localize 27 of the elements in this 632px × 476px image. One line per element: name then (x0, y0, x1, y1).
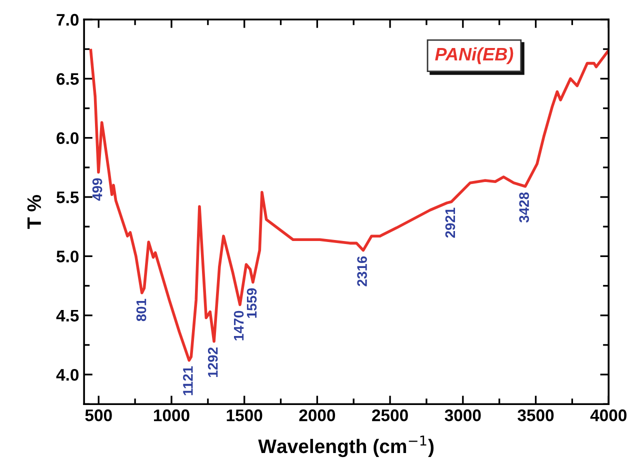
annotation: 499 (92, 178, 102, 201)
x-tick-label: 2500 (372, 409, 408, 422)
x-axis-title: Wavelength (cm$^{−1}$) (258, 436, 434, 458)
y-tick-label: 6.5 (56, 73, 79, 85)
x-tick-label: 500 (85, 409, 112, 422)
y-tick-label: 4.5 (56, 310, 79, 322)
y-tick-label: 5.5 (56, 192, 79, 204)
x-tick-label: 4000 (590, 409, 626, 422)
x-tick-label: 3500 (518, 409, 554, 422)
x-tick-label: 2000 (299, 409, 336, 422)
x-tick-label: 1500 (226, 409, 262, 422)
annotation: 1292 (208, 348, 218, 377)
annotation: 1470 (234, 310, 244, 340)
annotation: 3428 (519, 192, 530, 223)
text: PANi(EB) (435, 47, 514, 64)
y-tick-label: 6.0 (56, 132, 79, 144)
annotation: 1559 (246, 288, 257, 318)
annotation: 1121 (183, 366, 193, 396)
annotation: 801 (136, 298, 146, 322)
y-tick-label: 7.0 (56, 14, 79, 26)
y-tick-label: 5.0 (56, 250, 79, 262)
y-axis-title: T % (27, 195, 42, 229)
x-tick-label: 3000 (444, 409, 481, 422)
y-tick-label: 4.0 (56, 368, 79, 381)
annotation: 2316 (357, 256, 367, 286)
annotation: 2921 (445, 208, 456, 238)
x-tick-label: 1000 (154, 409, 190, 422)
